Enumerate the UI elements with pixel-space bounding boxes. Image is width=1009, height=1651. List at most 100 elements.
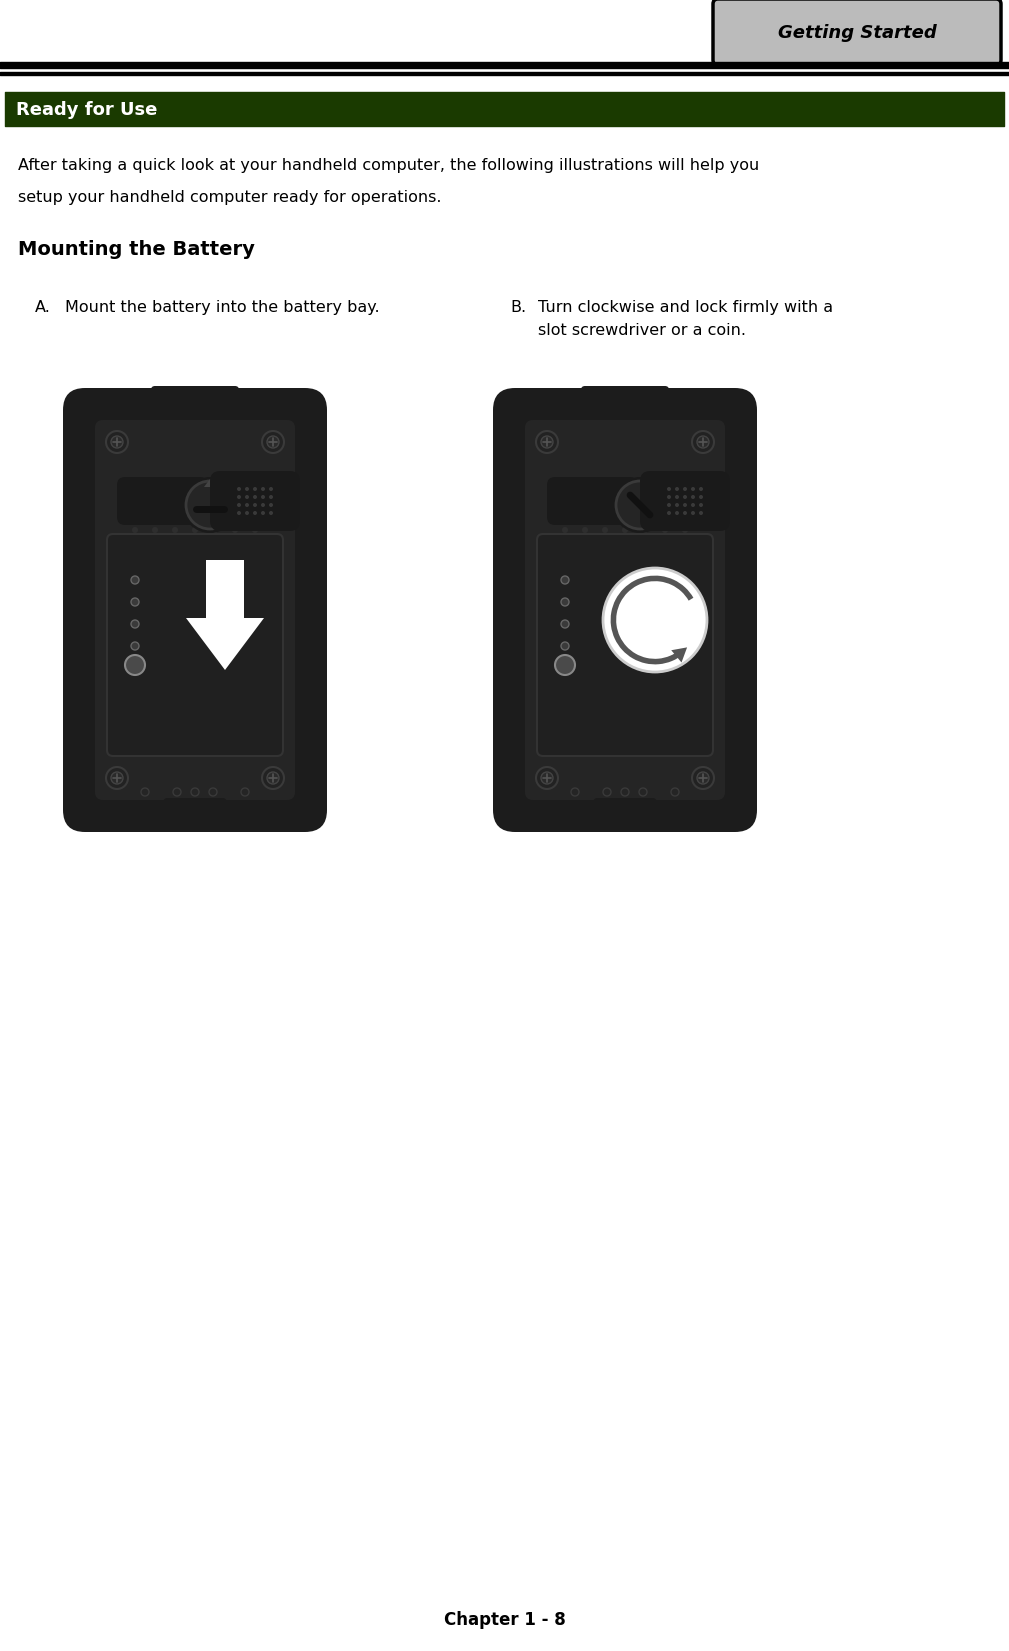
Text: After taking a quick look at your handheld computer, the following illustrations: After taking a quick look at your handhe…	[18, 158, 759, 173]
Circle shape	[622, 608, 628, 613]
FancyBboxPatch shape	[163, 797, 226, 826]
Circle shape	[639, 788, 647, 796]
Circle shape	[562, 588, 568, 593]
Circle shape	[622, 627, 628, 632]
Circle shape	[173, 788, 181, 796]
Circle shape	[582, 487, 588, 494]
Circle shape	[622, 487, 628, 494]
Circle shape	[232, 546, 238, 553]
Circle shape	[252, 527, 258, 533]
Circle shape	[186, 480, 234, 528]
Circle shape	[562, 687, 568, 693]
Circle shape	[252, 687, 258, 693]
Text: Ready for Use: Ready for Use	[16, 101, 157, 119]
Circle shape	[562, 566, 568, 573]
FancyBboxPatch shape	[640, 471, 730, 532]
Circle shape	[682, 527, 688, 533]
FancyBboxPatch shape	[493, 388, 757, 832]
Circle shape	[232, 527, 238, 533]
Circle shape	[232, 566, 238, 573]
Circle shape	[152, 627, 158, 632]
Circle shape	[602, 687, 608, 693]
Circle shape	[192, 487, 198, 494]
Circle shape	[125, 655, 145, 675]
Circle shape	[132, 588, 138, 593]
Circle shape	[561, 598, 569, 606]
Circle shape	[642, 546, 648, 553]
Circle shape	[261, 487, 265, 490]
Text: setup your handheld computer ready for operations.: setup your handheld computer ready for o…	[18, 190, 442, 205]
Circle shape	[602, 546, 608, 553]
FancyArrow shape	[186, 560, 264, 670]
Circle shape	[662, 647, 668, 654]
Circle shape	[252, 546, 258, 553]
FancyBboxPatch shape	[525, 419, 725, 801]
Circle shape	[132, 507, 138, 513]
Circle shape	[562, 627, 568, 632]
Circle shape	[682, 588, 688, 593]
Circle shape	[212, 588, 218, 593]
Circle shape	[562, 546, 568, 553]
Circle shape	[662, 667, 668, 674]
Circle shape	[582, 608, 588, 613]
Circle shape	[662, 627, 668, 632]
Circle shape	[699, 504, 703, 507]
Circle shape	[252, 647, 258, 654]
Circle shape	[131, 642, 139, 650]
Circle shape	[642, 687, 648, 693]
Circle shape	[602, 667, 608, 674]
Circle shape	[232, 588, 238, 593]
Circle shape	[192, 687, 198, 693]
Circle shape	[616, 480, 664, 528]
Circle shape	[212, 647, 218, 654]
Text: A.: A.	[35, 300, 50, 315]
Circle shape	[667, 495, 671, 499]
Circle shape	[269, 495, 273, 499]
Circle shape	[192, 527, 198, 533]
Circle shape	[699, 495, 703, 499]
Circle shape	[152, 566, 158, 573]
Circle shape	[683, 495, 687, 499]
Circle shape	[172, 527, 178, 533]
Circle shape	[682, 546, 688, 553]
Circle shape	[642, 647, 648, 654]
Text: B.: B.	[510, 300, 526, 315]
Circle shape	[152, 647, 158, 654]
Circle shape	[261, 495, 265, 499]
Circle shape	[209, 788, 217, 796]
Circle shape	[603, 788, 611, 796]
Circle shape	[253, 504, 257, 507]
Circle shape	[111, 436, 123, 447]
Circle shape	[582, 588, 588, 593]
Circle shape	[172, 608, 178, 613]
Circle shape	[662, 507, 668, 513]
Circle shape	[683, 487, 687, 490]
Circle shape	[582, 647, 588, 654]
Circle shape	[232, 647, 238, 654]
Circle shape	[642, 487, 648, 494]
Circle shape	[541, 436, 553, 447]
Circle shape	[232, 487, 238, 494]
Circle shape	[692, 768, 714, 789]
Circle shape	[172, 667, 178, 674]
Circle shape	[245, 512, 249, 515]
Circle shape	[642, 566, 648, 573]
Circle shape	[691, 504, 695, 507]
Circle shape	[602, 487, 608, 494]
Circle shape	[261, 504, 265, 507]
Circle shape	[252, 566, 258, 573]
Circle shape	[562, 608, 568, 613]
Circle shape	[675, 512, 679, 515]
Circle shape	[232, 627, 238, 632]
Circle shape	[132, 566, 138, 573]
Polygon shape	[204, 479, 216, 487]
Circle shape	[269, 487, 273, 490]
Circle shape	[582, 687, 588, 693]
Circle shape	[699, 512, 703, 515]
Circle shape	[232, 667, 238, 674]
Circle shape	[252, 627, 258, 632]
Circle shape	[212, 566, 218, 573]
Circle shape	[262, 768, 284, 789]
Circle shape	[152, 588, 158, 593]
FancyBboxPatch shape	[593, 797, 657, 826]
